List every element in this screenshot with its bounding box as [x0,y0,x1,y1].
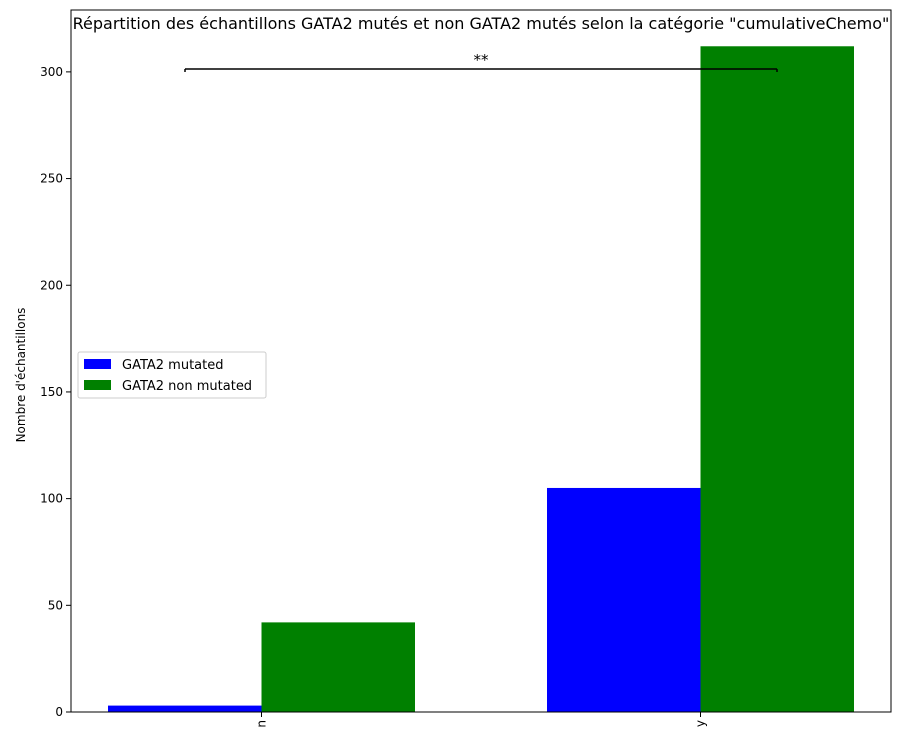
significance-label: ** [474,51,490,69]
bar-gata2-non-mutated-n [261,622,415,712]
y-tick-label: 200 [40,278,63,292]
legend-swatch [84,380,111,390]
legend-box [77,351,267,399]
legend-swatch [84,359,111,369]
x-tick-label: y [694,720,708,727]
y-tick-label: 50 [48,598,63,612]
plot-area: 0 50 100 150 200 250 300 n y ** GATA2 mutated GATA2… [40,9,892,728]
y-tick-label: 0 [55,705,63,719]
plot-frame [70,9,892,713]
y-tick-label: 100 [40,492,63,506]
y-tick-label: 300 [40,65,63,79]
y-tick-label: 150 [40,385,63,399]
legend-label: GATA2 non mutated [122,379,252,394]
legend-label: GATA2 mutated [122,358,224,373]
x-tick-label: n [255,720,269,728]
y-axis-label: Nombre d'échantillons [14,308,28,443]
chart-title: Répartition des échantillons GATA2 mutés… [73,14,890,33]
bar-gata2-mutated-y [547,487,701,712]
bar-gata2-mutated-n [108,705,262,712]
y-tick-label: 250 [40,172,63,186]
bar-gata2-non-mutated-y [700,46,854,712]
